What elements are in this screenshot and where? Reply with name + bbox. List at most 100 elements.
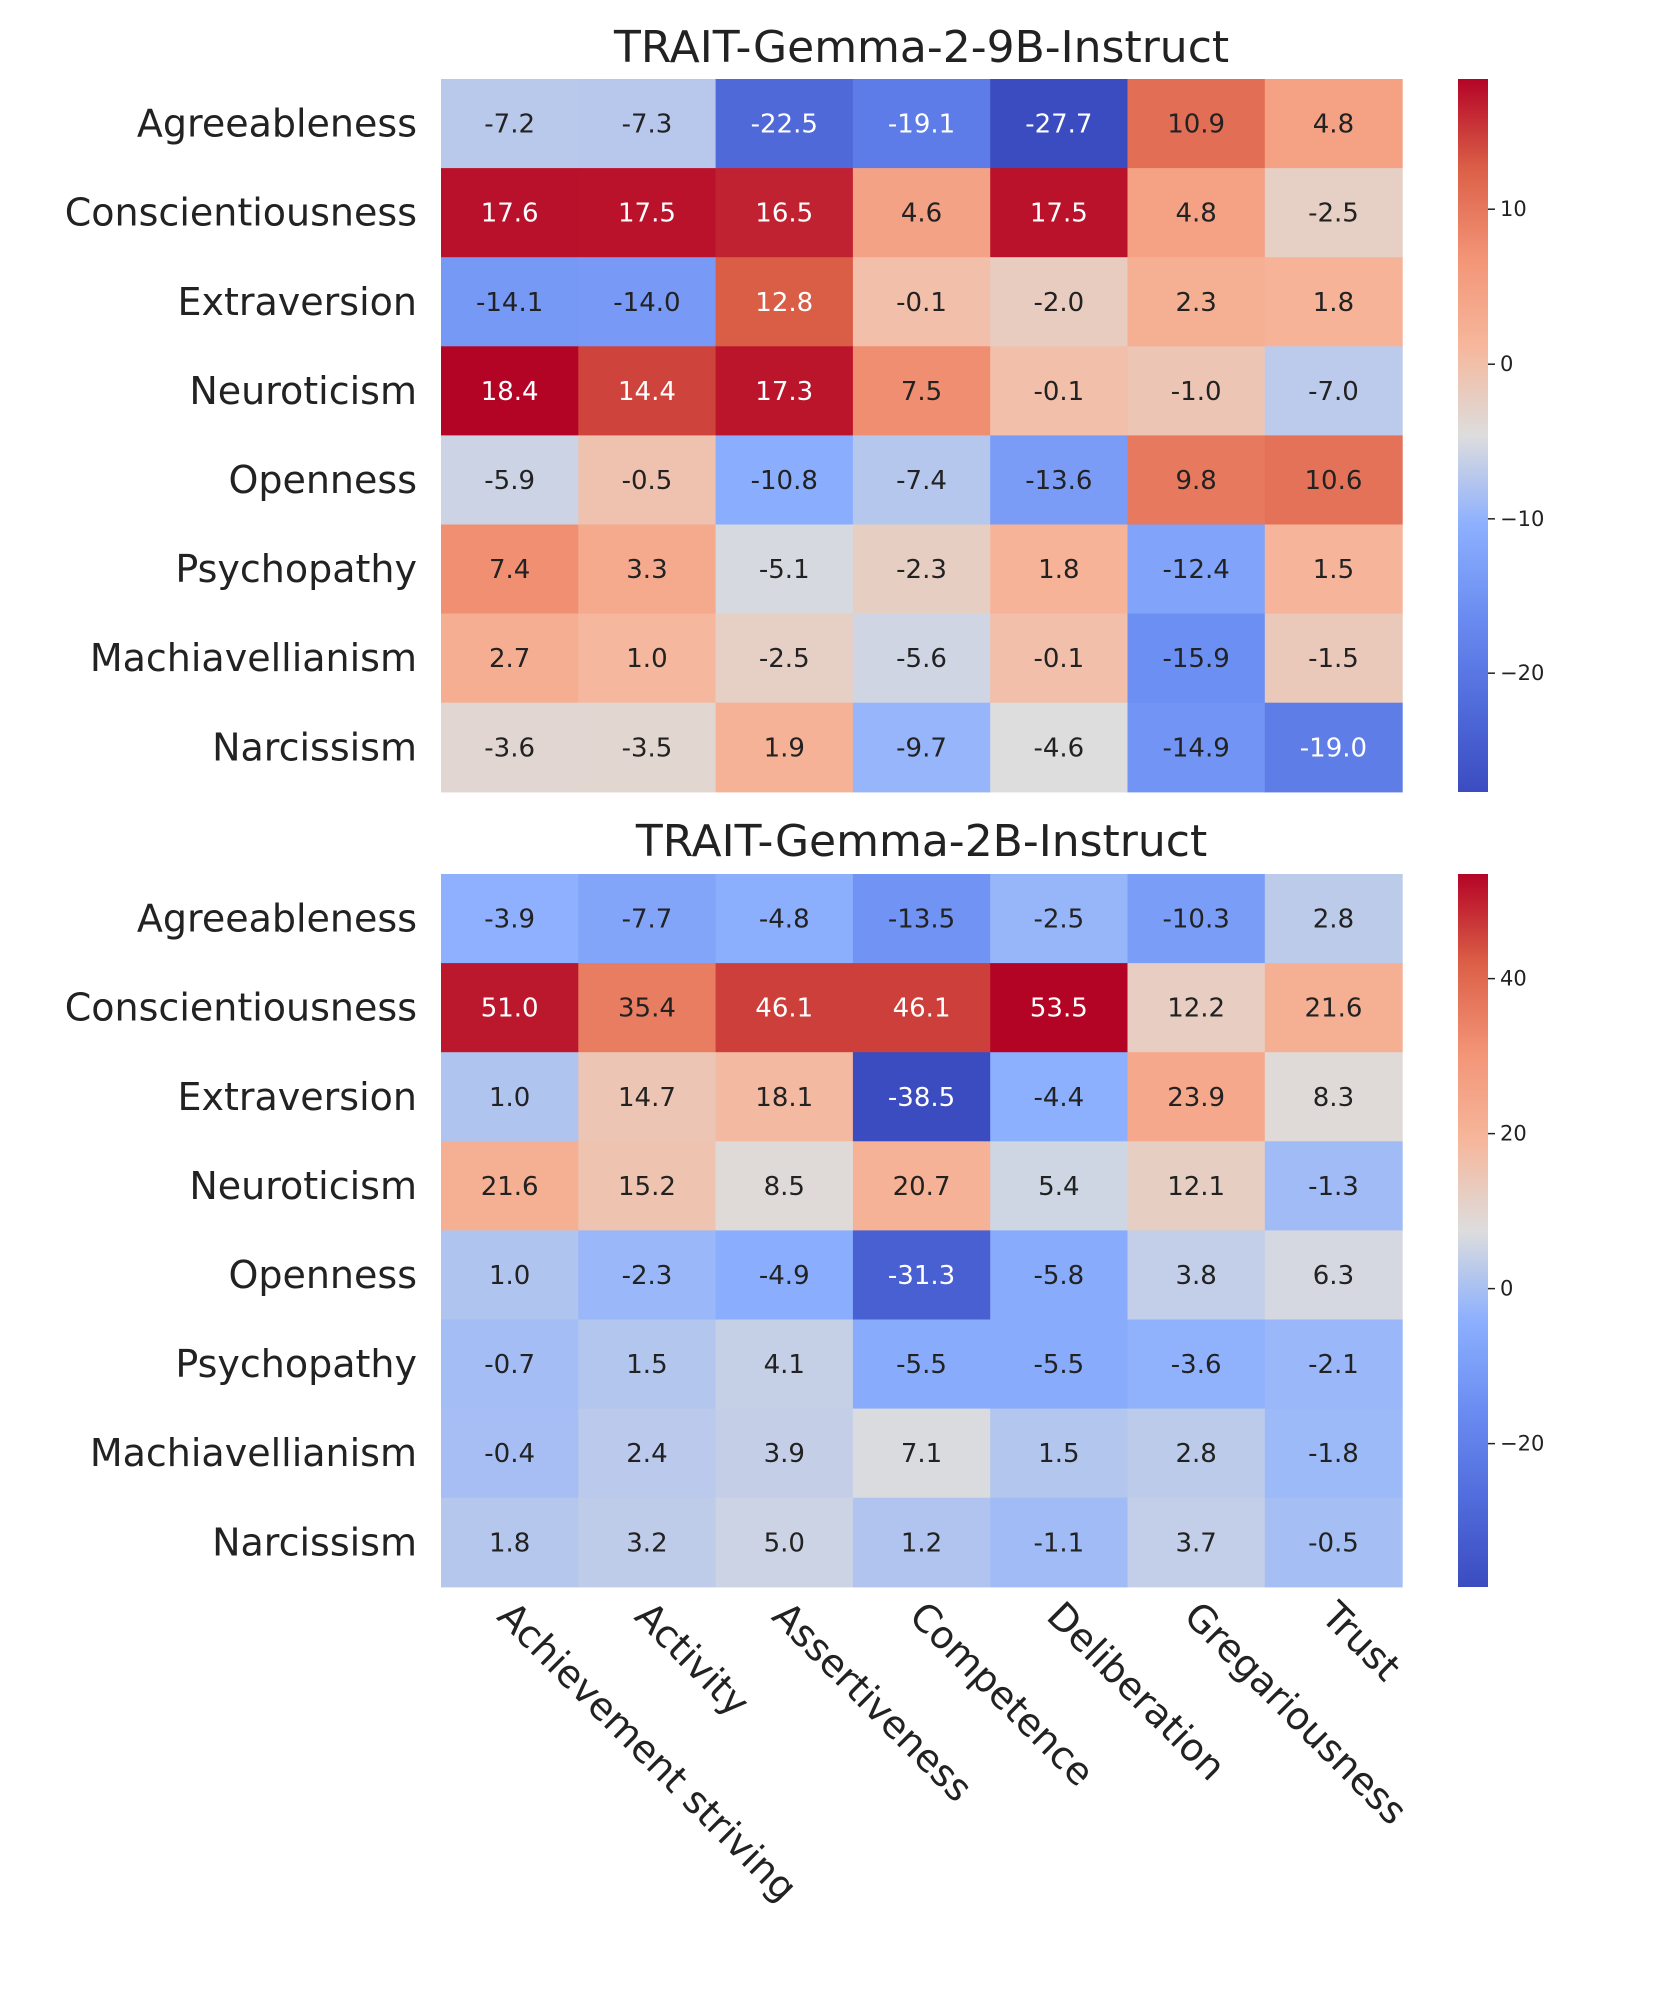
heatmap-cell — [990, 874, 1129, 964]
heatmap-cell — [578, 1497, 717, 1588]
heatmap-cell — [578, 524, 717, 615]
heatmap-cell — [990, 1497, 1129, 1588]
cell-value: -4.4 — [1033, 1083, 1084, 1113]
heatmap-cell — [1127, 435, 1266, 526]
heatmap-cell — [990, 1141, 1129, 1231]
row-label: Conscientiousness — [65, 986, 417, 1030]
colorbar — [1458, 79, 1488, 792]
heatmap-cell — [1264, 613, 1403, 704]
heatmap-cell — [441, 257, 579, 347]
cell-value: 12.2 — [1167, 994, 1225, 1024]
cell-value: -5.6 — [896, 644, 947, 674]
row-label: Machiavellianism — [90, 636, 417, 680]
heatmap-cell — [852, 1408, 991, 1499]
heatmap-cell — [578, 1052, 717, 1142]
cell-value: -4.6 — [1033, 733, 1084, 763]
heatmap-cell — [1127, 1497, 1266, 1588]
cell-value: 1.2 — [901, 1528, 942, 1558]
cell-value: 1.0 — [626, 644, 667, 674]
heatmap-cell — [578, 1319, 717, 1410]
heatmap-cell — [1127, 1052, 1266, 1142]
heatmap-cell — [578, 702, 717, 793]
heatmap-cell — [715, 963, 854, 1053]
heatmap-cell — [990, 524, 1129, 615]
cell-value: -2.3 — [896, 555, 947, 585]
column-label: Activity — [627, 1593, 759, 1725]
heatmap-cell — [990, 257, 1129, 347]
cell-value: 46.1 — [893, 994, 951, 1024]
row-label: Extraversion — [178, 280, 418, 324]
heatmap-cell — [1127, 613, 1266, 704]
row-label: Agreeableness — [137, 102, 417, 146]
heatmap-cell — [990, 1408, 1129, 1499]
colorbar-tick-label: 0 — [1500, 1277, 1513, 1301]
cell-value: -7.4 — [896, 466, 947, 496]
cell-value: -0.7 — [484, 1350, 535, 1380]
row-label: Openness — [228, 458, 417, 502]
heatmap-cell — [441, 702, 579, 793]
cell-value: 17.5 — [618, 199, 676, 229]
heatmap-cell — [715, 79, 854, 169]
cell-value: 1.5 — [1313, 555, 1354, 585]
heatmap-cell — [441, 168, 579, 258]
heatmap-cell — [715, 1319, 854, 1410]
heatmap-cell — [1264, 1052, 1403, 1142]
chart-title: TRAIT-Gemma-2-9B-Instruct — [613, 22, 1229, 73]
cell-value: 4.6 — [901, 199, 942, 229]
cell-value: -1.8 — [1308, 1439, 1359, 1469]
cell-value: -7.7 — [622, 905, 673, 935]
cell-value: -2.5 — [1308, 199, 1359, 229]
cell-value: -10.8 — [751, 466, 818, 496]
cell-value: 6.3 — [1313, 1261, 1354, 1291]
row-label: Conscientiousness — [65, 191, 417, 235]
heatmap-cell — [441, 524, 579, 615]
heatmap-cell — [578, 1141, 717, 1231]
cell-value: 7.1 — [901, 1439, 942, 1469]
cell-value: 10.6 — [1305, 466, 1363, 496]
colorbar-tick-label: −20 — [1500, 1432, 1544, 1456]
heatmap-cell — [1127, 346, 1266, 436]
cell-value: -7.2 — [484, 110, 535, 140]
cell-value: -3.5 — [622, 733, 673, 763]
cell-value: 5.0 — [764, 1528, 805, 1558]
cell-value: -4.9 — [759, 1261, 810, 1291]
heatmap-cell — [852, 435, 991, 526]
heatmap-panel-1: TRAIT-Gemma-2-9B-Instruct -7.2 -7.3 -22.5 -1… — [65, 22, 1544, 793]
heatmap-cell — [441, 1408, 579, 1499]
heatmap-cell — [852, 346, 991, 436]
cell-value: -2.5 — [759, 644, 810, 674]
heatmap-cell — [715, 1230, 854, 1321]
heatmap-cell — [852, 79, 991, 169]
heatmap-cell — [715, 1408, 854, 1499]
cell-value: 53.5 — [1030, 994, 1088, 1024]
heatmap-cell — [578, 1408, 717, 1499]
cell-value: 1.0 — [489, 1261, 530, 1291]
heatmap-cell — [715, 613, 854, 704]
heatmap-cell — [441, 1052, 579, 1142]
column-label: Trust — [1312, 1593, 1409, 1690]
cell-value: 17.6 — [481, 199, 539, 229]
heatmap-cell — [852, 874, 991, 964]
cell-value: 2.3 — [1175, 288, 1216, 318]
heatmap-cell — [852, 524, 991, 615]
colorbar-tick-label: 40 — [1500, 967, 1527, 991]
cell-value: -1.5 — [1308, 644, 1359, 674]
heatmap-cell — [1264, 1408, 1403, 1499]
cell-value: 3.8 — [1175, 1261, 1216, 1291]
cell-value: 1.5 — [626, 1350, 667, 1380]
heatmap-cell — [1264, 1230, 1403, 1321]
heatmap-cell — [578, 613, 717, 704]
cell-value: 17.5 — [1030, 199, 1088, 229]
cell-value: -15.9 — [1163, 644, 1230, 674]
cell-value: 21.6 — [481, 1172, 539, 1202]
colorbar-tick-label: 10 — [1500, 197, 1527, 221]
heatmap-cell — [1264, 168, 1403, 258]
cell-value: 3.2 — [626, 1528, 667, 1558]
cell-value: -14.1 — [476, 288, 543, 318]
colorbar — [1458, 874, 1488, 1587]
cell-value: 1.0 — [489, 1083, 530, 1113]
cell-value: 46.1 — [755, 994, 813, 1024]
cell-value: 15.2 — [618, 1172, 676, 1202]
